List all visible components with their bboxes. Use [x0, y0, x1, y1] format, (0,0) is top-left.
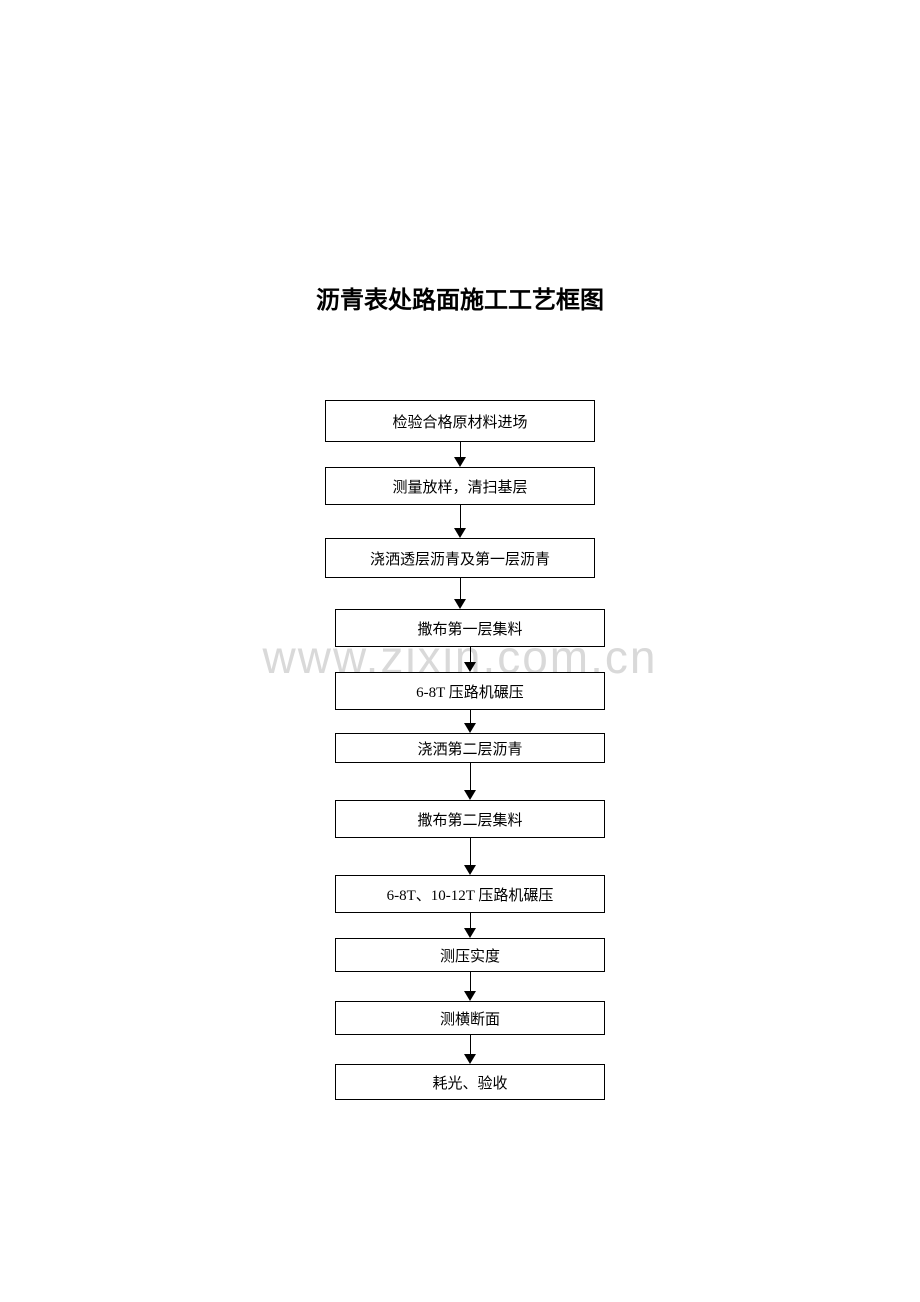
flowchart-node: 6-8T 压路机碾压 — [335, 672, 605, 710]
flowchart-node-label: 测压实度 — [440, 945, 500, 966]
arrow-line — [470, 838, 471, 866]
flowchart-node: 测横断面 — [335, 1001, 605, 1035]
flowchart-arrow — [464, 1035, 476, 1064]
flowchart-node-label: 浇洒透层沥青及第一层沥青 — [370, 548, 550, 569]
flowchart-node-label: 浇洒第二层沥青 — [417, 738, 522, 759]
arrow-head-icon — [464, 928, 476, 938]
flowchart-arrow — [464, 763, 476, 800]
arrow-head-icon — [464, 1054, 476, 1064]
flowchart-arrow — [464, 913, 476, 938]
arrow-head-icon — [464, 662, 476, 672]
arrow-head-icon — [464, 790, 476, 800]
flowchart-arrow — [464, 647, 476, 672]
flowchart-node: 撒布第二层集料 — [335, 800, 605, 838]
arrow-line — [470, 913, 471, 929]
arrow-head-icon — [464, 723, 476, 733]
flowchart-arrow — [454, 442, 466, 467]
arrow-head-icon — [454, 457, 466, 467]
flowchart-node-label: 6-8T、10-12T 压路机碾压 — [387, 884, 554, 905]
arrow-line — [460, 505, 461, 529]
arrow-line — [460, 442, 461, 458]
arrow-line — [470, 972, 471, 992]
flowchart-node: 浇洒透层沥青及第一层沥青 — [325, 538, 595, 578]
flowchart-node-label: 测量放样，清扫基层 — [392, 476, 527, 497]
page: www.zixin.com.cn 沥青表处路面施工工艺框图 检验合格原材料进场测… — [0, 0, 920, 1302]
flowchart-node-label: 检验合格原材料进场 — [392, 411, 527, 432]
flowchart-node-label: 撒布第二层集料 — [417, 809, 522, 830]
flowchart-arrow — [454, 578, 466, 609]
flowchart-arrow — [464, 972, 476, 1001]
arrow-head-icon — [454, 528, 466, 538]
flowchart-node: 检验合格原材料进场 — [325, 400, 595, 442]
flowchart-node: 撒布第一层集料 — [335, 609, 605, 647]
flowchart-node-label: 测横断面 — [440, 1008, 500, 1029]
flowchart-arrow — [454, 505, 466, 538]
flowchart-node: 测压实度 — [335, 938, 605, 972]
arrow-line — [470, 647, 471, 663]
flowchart-node: 6-8T、10-12T 压路机碾压 — [335, 875, 605, 913]
arrow-line — [470, 763, 471, 791]
flowchart-node: 耗光、验收 — [335, 1064, 605, 1100]
flowchart-arrow — [464, 838, 476, 875]
flowchart-node-label: 撒布第一层集料 — [417, 618, 522, 639]
arrow-head-icon — [454, 599, 466, 609]
flowchart-node-label: 6-8T 压路机碾压 — [416, 681, 524, 702]
arrow-line — [470, 710, 471, 724]
page-title: 沥青表处路面施工工艺框图 — [0, 280, 920, 315]
arrow-head-icon — [464, 991, 476, 1001]
arrow-line — [470, 1035, 471, 1055]
flowchart-node: 浇洒第二层沥青 — [335, 733, 605, 763]
flowchart-container: 检验合格原材料进场测量放样，清扫基层浇洒透层沥青及第一层沥青撒布第一层集料 6-8… — [0, 400, 920, 1100]
flowchart-node-label: 耗光、验收 — [432, 1072, 507, 1093]
flowchart-arrow — [464, 710, 476, 733]
flowchart-node: 测量放样，清扫基层 — [325, 467, 595, 505]
arrow-head-icon — [464, 865, 476, 875]
arrow-line — [460, 578, 461, 600]
